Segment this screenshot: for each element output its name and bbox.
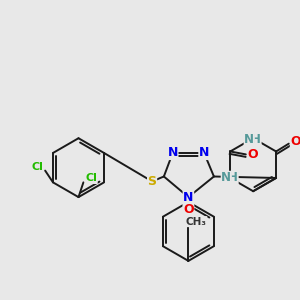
Text: Cl: Cl bbox=[85, 173, 97, 184]
Text: O: O bbox=[183, 203, 194, 216]
Text: S: S bbox=[148, 175, 157, 188]
Text: N: N bbox=[244, 133, 254, 146]
Text: N: N bbox=[167, 146, 178, 159]
Text: N: N bbox=[183, 190, 194, 204]
Text: O: O bbox=[290, 135, 300, 148]
Text: CH₃: CH₃ bbox=[186, 217, 207, 226]
Text: N: N bbox=[221, 172, 231, 184]
Text: O: O bbox=[248, 148, 258, 161]
Text: N: N bbox=[199, 146, 209, 159]
Text: H: H bbox=[228, 172, 238, 184]
Text: Cl: Cl bbox=[32, 162, 43, 172]
Text: H: H bbox=[251, 133, 261, 146]
